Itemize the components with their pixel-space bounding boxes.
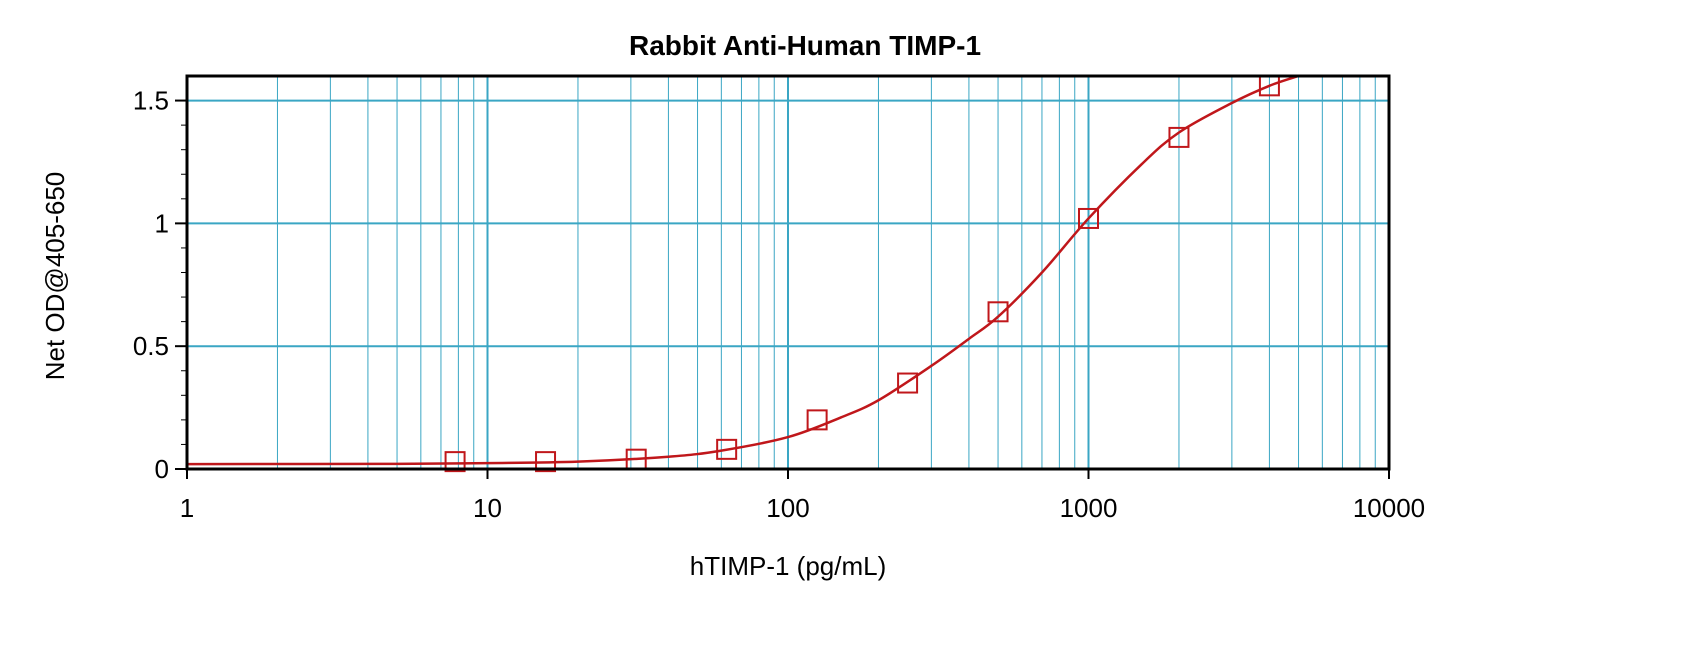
- y-tick-label: 1.5: [133, 86, 169, 116]
- data-point-marker: [987, 301, 1009, 323]
- plot-frame: [185, 74, 1391, 471]
- x-tick-label: 10000: [1353, 493, 1425, 523]
- data-point-marker: [1078, 207, 1099, 229]
- x-tick-label: 1: [180, 493, 194, 523]
- data-point-marker: [897, 372, 919, 394]
- data-point-marker: [716, 438, 738, 460]
- y-tick-labels: 0 0.5 1 1.5: [133, 86, 169, 484]
- chart-title: Rabbit Anti-Human TIMP-1: [629, 30, 981, 61]
- y-tick-label: 1: [155, 208, 169, 238]
- data-point-marker: [806, 409, 828, 431]
- x-tick-label: 10: [473, 493, 502, 523]
- data-point-marker: [535, 451, 557, 473]
- data-point-marker: [444, 451, 466, 473]
- y-axis-label: Net OD@405-650: [40, 172, 70, 381]
- x-tick-labels: 1 10 100 1000 10000: [180, 493, 1425, 523]
- data-points: [444, 75, 1280, 473]
- y-tick-label: 0: [155, 454, 169, 484]
- x-axis-label: hTIMP-1 (pg/mL): [690, 551, 887, 581]
- data-point-marker: [1168, 126, 1190, 148]
- grid-lines: [186, 76, 1390, 469]
- y-tick-label: 0.5: [133, 331, 169, 361]
- x-tick-label: 100: [766, 493, 809, 523]
- x-tick-label: 1000: [1060, 493, 1118, 523]
